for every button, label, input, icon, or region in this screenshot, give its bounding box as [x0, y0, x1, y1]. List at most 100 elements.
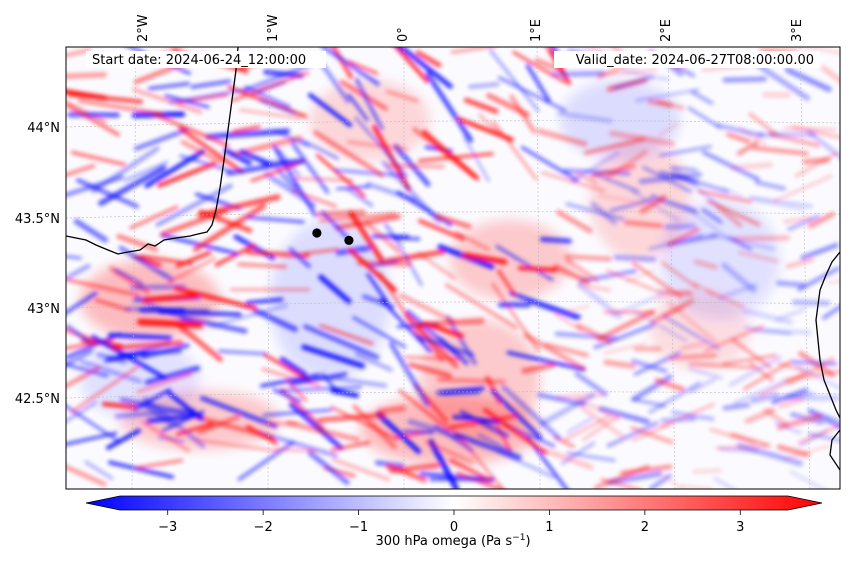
field-streak	[704, 325, 765, 352]
field-streak	[606, 421, 659, 448]
field-streak	[320, 210, 349, 239]
field-streak	[381, 160, 441, 224]
field-streak	[490, 388, 542, 440]
field-streak	[274, 447, 318, 453]
field-streak	[98, 165, 167, 206]
field-streak	[239, 149, 271, 166]
field-streak	[789, 470, 826, 489]
lat-labels: 44°N 43.5°N 43°N 42.5°N	[15, 121, 60, 407]
field-streak	[497, 269, 517, 297]
field-streak	[192, 203, 267, 252]
field-streak	[136, 372, 193, 393]
colorbar-tick-label: 1	[545, 520, 553, 535]
field-streak	[376, 405, 407, 414]
field-streak	[205, 128, 291, 140]
field-streak	[807, 211, 836, 229]
field-streak	[401, 249, 423, 287]
field-streak	[492, 120, 538, 181]
field-streak	[483, 408, 548, 455]
field-streak	[77, 98, 163, 116]
field-streak	[66, 431, 118, 446]
field-streak	[428, 438, 460, 489]
field-streak	[732, 379, 788, 406]
marker-station-2	[344, 235, 354, 245]
field-streak	[671, 410, 715, 421]
field-streak	[66, 464, 107, 487]
field-streak	[363, 220, 402, 254]
field-streak	[66, 103, 120, 137]
field-streak	[659, 145, 712, 157]
field-streak	[167, 257, 217, 284]
field-streak	[66, 263, 91, 281]
field-streak	[136, 459, 184, 470]
field-streak	[654, 377, 685, 392]
lon-label-2e: 2°E	[659, 19, 674, 42]
field-streak	[422, 321, 464, 339]
field-streak	[217, 349, 267, 356]
field-streak	[66, 404, 121, 443]
colorbar-tick-label: −2	[254, 520, 273, 535]
field-streak	[623, 220, 663, 228]
field-streak	[669, 353, 717, 360]
field-streak	[330, 406, 398, 441]
field-streak	[665, 300, 717, 344]
field-streak	[318, 324, 374, 346]
field-streak	[625, 269, 655, 283]
gridlines	[66, 47, 840, 489]
field-streak	[303, 324, 380, 360]
valid-date-label: Valid_date: 2024-06-27T08:00:00.00	[576, 53, 814, 68]
field-streak	[544, 342, 590, 358]
field-streak	[246, 424, 278, 445]
field-streak	[622, 69, 670, 81]
field-streak	[193, 438, 279, 453]
field-streak	[520, 145, 579, 182]
field-streak	[452, 415, 501, 424]
field-streak	[713, 477, 737, 489]
field-blob	[560, 80, 680, 160]
field-streak	[705, 289, 745, 308]
field-streak	[66, 278, 140, 297]
field-streak	[178, 126, 245, 174]
field-streak	[175, 422, 214, 436]
field-streak	[655, 289, 691, 301]
field-streak	[566, 451, 616, 462]
field-streak	[421, 129, 480, 181]
field-streak	[102, 402, 136, 410]
field-streak	[392, 236, 421, 241]
field-streak	[657, 122, 680, 137]
field-streak	[784, 369, 840, 382]
field-streak	[459, 410, 509, 438]
field-streak	[70, 151, 126, 166]
field-streak	[144, 365, 201, 386]
field-streak	[94, 298, 131, 312]
field-streak	[385, 249, 446, 264]
start-date-label: Start date: 2024-06-24_12:00:00	[92, 53, 306, 68]
field-streak	[603, 359, 636, 369]
field-streak	[132, 88, 203, 114]
field-streak	[331, 457, 391, 481]
field-streak	[722, 76, 767, 83]
field-streak	[252, 307, 298, 332]
field-streak	[123, 161, 169, 182]
field-streak	[495, 245, 554, 281]
field-streak	[320, 47, 380, 86]
field-streak	[801, 47, 840, 54]
field-streak	[111, 340, 184, 351]
field-streak	[404, 356, 460, 361]
field-streak	[285, 420, 361, 443]
field-streak	[692, 468, 723, 474]
field-streak	[592, 172, 640, 193]
field-streak	[263, 353, 311, 382]
field-streak	[663, 305, 685, 318]
field-streak	[537, 392, 586, 407]
field-streak	[132, 388, 171, 411]
field-streak	[749, 361, 774, 383]
field-streak	[313, 130, 385, 178]
field-streak	[300, 139, 339, 160]
field-streak	[354, 77, 384, 131]
field-streak	[153, 113, 230, 148]
field-streak	[244, 86, 291, 108]
field-streak	[709, 427, 756, 445]
field-streak	[603, 310, 656, 314]
field-streak	[402, 430, 434, 434]
